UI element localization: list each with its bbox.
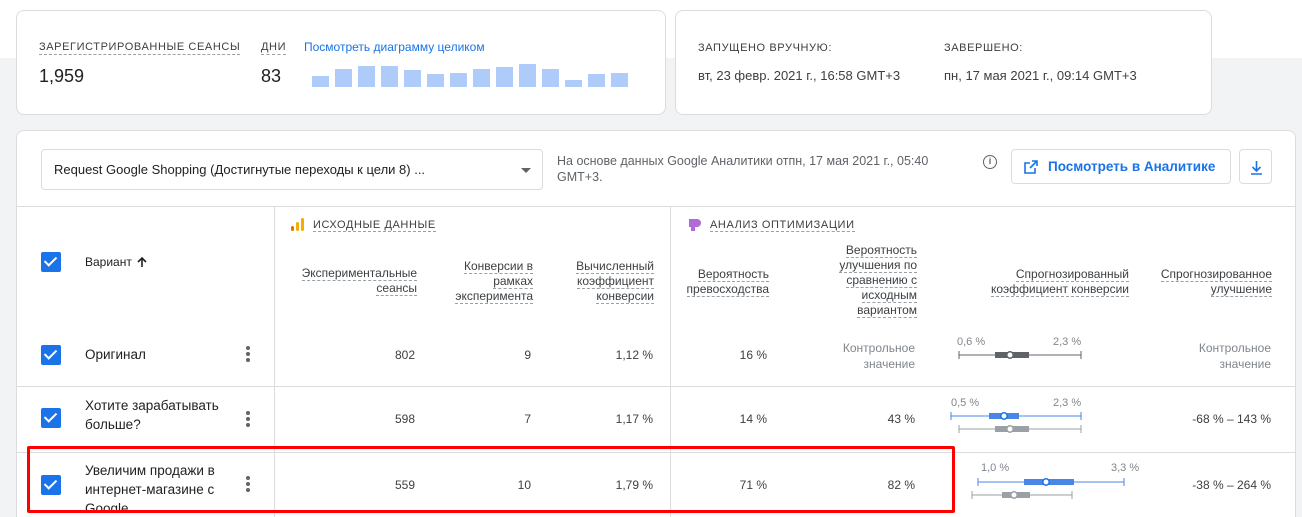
row-sessions: 559 bbox=[394, 478, 415, 492]
view-in-analytics-button[interactable]: Посмотреть в Аналитике bbox=[1011, 149, 1231, 184]
ended-value: пн, 17 мая 2021 г., 09:14 GMT+3 bbox=[944, 68, 1137, 83]
col-header-conversions[interactable]: Конверсии в рамках эксперимента bbox=[455, 259, 533, 304]
info-icon[interactable]: i bbox=[983, 155, 997, 169]
column-divider bbox=[274, 206, 275, 517]
sparkline-bar bbox=[427, 74, 444, 87]
row-rate: 1,79 % bbox=[615, 478, 653, 492]
col-header-rate[interactable]: Вычисленный коэффициент конверсии bbox=[576, 259, 654, 304]
sparkline-bar bbox=[335, 69, 352, 87]
forecast-interval-chart[interactable] bbox=[962, 476, 1132, 502]
ended-label: ЗАВЕРШЕНО: bbox=[944, 42, 1023, 54]
sparkline-bar bbox=[496, 67, 513, 87]
sessions-label[interactable]: ЗАРЕГИСТРИРОВАННЫЕ СЕАНСЫ bbox=[39, 41, 241, 55]
ci-low-label: 1,0 % bbox=[981, 462, 1010, 474]
row-conversions: 7 bbox=[524, 412, 531, 426]
download-icon bbox=[1251, 161, 1262, 175]
variant-header-label: Вариант bbox=[85, 255, 132, 269]
col-header-forecast-rate[interactable]: Спрогнозированный коэффициент конверсии bbox=[990, 267, 1129, 297]
forecast-interval-chart[interactable] bbox=[947, 410, 1087, 436]
row-prob-improve: Контрольное значение bbox=[842, 341, 915, 371]
objective-select[interactable]: Request Google Shopping (Достигнутые пер… bbox=[41, 149, 543, 190]
view-in-analytics-label: Посмотреть в Аналитике bbox=[1048, 159, 1216, 174]
report-card: Request Google Shopping (Достигнутые пер… bbox=[16, 130, 1296, 517]
more-vert-icon[interactable] bbox=[246, 411, 250, 429]
row-prob-best: 71 % bbox=[739, 478, 767, 492]
sparkline-bar bbox=[611, 73, 628, 87]
ci-low-label: 0,5 % bbox=[951, 397, 980, 409]
row-prob-best: 14 % bbox=[739, 412, 767, 426]
sparkline-bar bbox=[404, 70, 421, 87]
row-variant-name: Увеличим продажи в интернет-магазине с G… bbox=[85, 463, 215, 511]
sparkline-bar bbox=[519, 64, 536, 87]
row-rate: 1,17 % bbox=[615, 412, 653, 426]
data-source-note: На основе данных Google Аналитики отпн, … bbox=[557, 154, 929, 184]
started-value: вт, 23 февр. 2021 г., 16:58 GMT+3 bbox=[698, 68, 901, 83]
sparkline-bar bbox=[381, 66, 398, 87]
sparkline-bar bbox=[358, 66, 375, 87]
row-sessions: 802 bbox=[394, 348, 415, 362]
sparkline-bar bbox=[542, 69, 559, 87]
row-divider bbox=[17, 386, 1295, 387]
row-checkbox[interactable] bbox=[41, 408, 61, 428]
ci-high-label: 2,3 % bbox=[1053, 336, 1082, 348]
sparkline-bar bbox=[565, 80, 582, 87]
group-source-data[interactable]: ИСХОДНЫЕ ДАННЫЕ bbox=[313, 219, 436, 232]
column-divider bbox=[670, 206, 671, 517]
row-divider bbox=[17, 452, 1295, 453]
view-chart-link[interactable]: Посмотреть диаграмму целиком bbox=[304, 40, 485, 54]
ci-high-label: 2,3 % bbox=[1053, 397, 1082, 409]
row-prob-improve: 82 % bbox=[887, 478, 915, 492]
row-rate: 1,12 % bbox=[615, 348, 653, 362]
sparkline-bar bbox=[450, 73, 467, 87]
open-in-new-icon bbox=[1024, 160, 1038, 174]
summary-card: ЗАРЕГИСТРИРОВАННЫЕ СЕАНСЫ 1,959 ДНИ 83 П… bbox=[16, 10, 666, 115]
col-header-sessions[interactable]: Экспериментальные сеансы bbox=[301, 266, 417, 296]
col-header-prob-improve[interactable]: Вероятность улучшения по сравнению с исх… bbox=[839, 243, 917, 318]
col-header-prob-best[interactable]: Вероятность превосходства bbox=[686, 267, 769, 297]
group-optimize-analysis[interactable]: АНАЛИЗ ОПТИМИЗАЦИИ bbox=[710, 219, 855, 232]
sessions-sparkline[interactable] bbox=[312, 64, 632, 87]
optimize-logo-icon bbox=[689, 219, 701, 231]
more-vert-icon[interactable] bbox=[246, 346, 250, 364]
chevron-down-icon bbox=[521, 168, 531, 173]
row-variant-name: Оригинал bbox=[85, 347, 146, 362]
col-header-forecast-improve[interactable]: Спрогнозированное улучшение bbox=[1160, 267, 1272, 297]
arrow-up-icon bbox=[137, 256, 147, 267]
row-conversions: 10 bbox=[517, 478, 531, 492]
more-vert-icon[interactable] bbox=[246, 476, 250, 494]
divider bbox=[17, 206, 1295, 207]
ci-low-label: 0,6 % bbox=[957, 336, 986, 348]
row-sessions: 598 bbox=[394, 412, 415, 426]
row-forecast-improve: -38 % – 264 % bbox=[1192, 478, 1271, 492]
run-info-card: ЗАПУЩЕНО ВРУЧНУЮ: вт, 23 февр. 2021 г., … bbox=[675, 10, 1212, 115]
analytics-logo-icon bbox=[291, 218, 304, 231]
row-conversions: 9 bbox=[524, 348, 531, 362]
row-forecast-improve: -68 % – 143 % bbox=[1192, 412, 1271, 426]
days-value: 83 bbox=[261, 66, 282, 86]
select-all-checkbox[interactable] bbox=[41, 252, 61, 272]
sparkline-bar bbox=[312, 76, 329, 87]
row-forecast-improve: Контрольное значение bbox=[1198, 341, 1271, 371]
ci-high-label: 3,3 % bbox=[1111, 462, 1140, 474]
row-prob-improve: 43 % bbox=[887, 412, 915, 426]
sparkline-bar bbox=[588, 74, 605, 87]
forecast-interval-chart[interactable] bbox=[957, 349, 1087, 361]
row-checkbox[interactable] bbox=[41, 345, 61, 365]
row-prob-best: 16 % bbox=[739, 348, 767, 362]
download-button[interactable] bbox=[1239, 149, 1272, 184]
sessions-value: 1,959 bbox=[39, 66, 85, 86]
row-checkbox[interactable] bbox=[41, 475, 61, 495]
sparkline-bar bbox=[473, 69, 490, 87]
started-label: ЗАПУЩЕНО ВРУЧНУЮ: bbox=[698, 42, 833, 54]
variant-header[interactable]: Вариант bbox=[85, 255, 148, 269]
days-label[interactable]: ДНИ bbox=[261, 41, 287, 55]
objective-select-value: Request Google Shopping (Достигнутые пер… bbox=[54, 162, 426, 177]
highlight-box bbox=[27, 446, 955, 513]
row-variant-name: Хотите зарабатывать больше? bbox=[85, 398, 219, 432]
